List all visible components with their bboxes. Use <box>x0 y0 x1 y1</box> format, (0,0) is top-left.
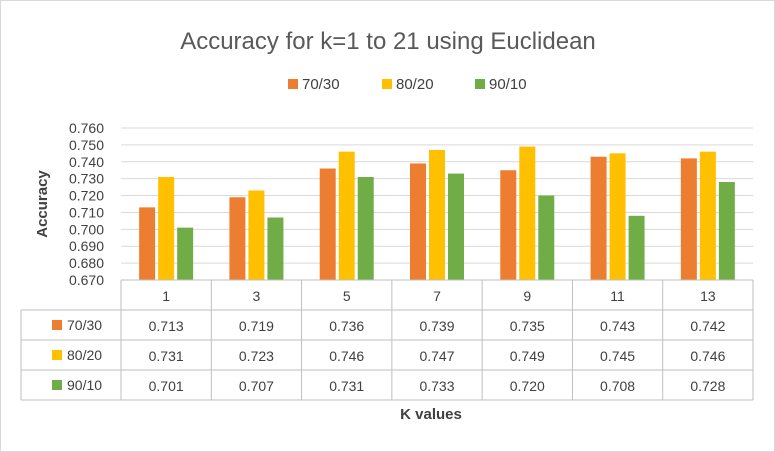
bar-90-10-k1 <box>177 227 194 280</box>
bar-80-20-k7 <box>429 149 445 280</box>
table-legend-swatch <box>52 320 62 330</box>
table-cell-value: 0.733 <box>419 378 454 394</box>
bar-90-10-k3 <box>267 217 284 280</box>
table-legend-swatch <box>52 350 62 360</box>
x-tick-label: 1 <box>162 288 170 304</box>
bar-80-20-k13 <box>699 151 716 280</box>
table-cell-value: 0.749 <box>510 348 545 364</box>
table-cell-value: 0.746 <box>329 348 364 364</box>
bar-70-30-k5 <box>319 168 336 280</box>
y-tick-label: 0.740 <box>69 154 104 170</box>
bar-80-20-k3 <box>248 190 265 280</box>
x-axis-title: K values <box>400 406 462 423</box>
table-cell-value: 0.736 <box>329 318 364 334</box>
legend-label: 90/10 <box>489 76 527 93</box>
bars <box>139 146 735 280</box>
table-cell-value: 0.731 <box>329 378 364 394</box>
x-tick-label: 11 <box>610 288 625 304</box>
legend-label: 70/30 <box>302 76 340 93</box>
bar-80-20-k1 <box>158 176 175 280</box>
legend: 70/30 80/20 90/10 <box>288 76 527 93</box>
bar-80-20-k9 <box>519 146 536 280</box>
legend-swatch <box>382 79 392 89</box>
bar-70-30-k13 <box>680 158 697 280</box>
x-tick-label: 5 <box>343 288 351 304</box>
y-tick-label: 0.670 <box>69 272 104 288</box>
table-cell-value: 0.743 <box>600 318 635 334</box>
chart-title: Accuracy for k=1 to 21 using Euclidean <box>180 28 596 55</box>
table-cell-value: 0.739 <box>419 318 454 334</box>
y-tick-label: 0.750 <box>69 137 104 153</box>
bar-80-20-k11 <box>609 153 626 280</box>
table-cell-value: 0.723 <box>239 348 274 364</box>
bar-70-30-k11 <box>590 156 607 280</box>
table-cell-value: 0.707 <box>239 378 274 394</box>
y-axis-ticks: 0.6700.6800.6900.7000.7100.7200.7300.740… <box>69 120 104 288</box>
bar-90-10-k9 <box>538 195 555 280</box>
table-legend-swatch <box>52 380 62 390</box>
bar-90-10-k11 <box>628 215 645 280</box>
y-tick-label: 0.680 <box>69 255 104 271</box>
y-tick-label: 0.710 <box>69 204 104 220</box>
table-cell-value: 0.720 <box>510 378 545 394</box>
x-tick-label: 7 <box>433 288 441 304</box>
y-tick-label: 0.700 <box>69 221 104 237</box>
table-cell-value: 0.746 <box>690 348 725 364</box>
legend-swatch <box>288 79 298 89</box>
bar-70-30-k1 <box>139 207 156 280</box>
table-cell-value: 0.742 <box>690 318 725 334</box>
table-row-label: 90/10 <box>67 377 102 393</box>
bar-70-30-k7 <box>410 163 426 280</box>
x-tick-label: 13 <box>700 288 716 304</box>
legend-swatch <box>475 79 485 89</box>
bar-80-20-k5 <box>338 151 355 280</box>
bar-70-30-k3 <box>229 197 246 280</box>
bar-90-10-k7 <box>448 173 464 280</box>
table-cell-value: 0.745 <box>600 348 635 364</box>
table-row-label: 80/20 <box>67 347 102 363</box>
table-cell-value: 0.735 <box>510 318 545 334</box>
table-cell-value: 0.731 <box>149 348 184 364</box>
table-row-label: 70/30 <box>67 317 102 333</box>
table-cell-value: 0.719 <box>239 318 274 334</box>
y-tick-label: 0.730 <box>69 171 104 187</box>
bar-90-10-k5 <box>357 176 374 280</box>
table-cell-value: 0.708 <box>600 378 635 394</box>
table-cell-value: 0.728 <box>690 378 725 394</box>
table-cell-value: 0.747 <box>419 348 454 364</box>
y-tick-label: 0.690 <box>69 238 104 254</box>
table-cell-value: 0.701 <box>149 378 184 394</box>
x-tick-label: 9 <box>523 288 531 304</box>
y-tick-label: 0.760 <box>69 120 104 136</box>
x-tick-label: 3 <box>253 288 261 304</box>
bar-70-30-k9 <box>500 170 517 280</box>
y-axis-title: Accuracy <box>34 170 51 238</box>
legend-label: 80/20 <box>396 76 434 93</box>
table-cell-value: 0.713 <box>149 318 184 334</box>
y-tick-label: 0.720 <box>69 188 104 204</box>
bar-90-10-k13 <box>718 182 735 280</box>
